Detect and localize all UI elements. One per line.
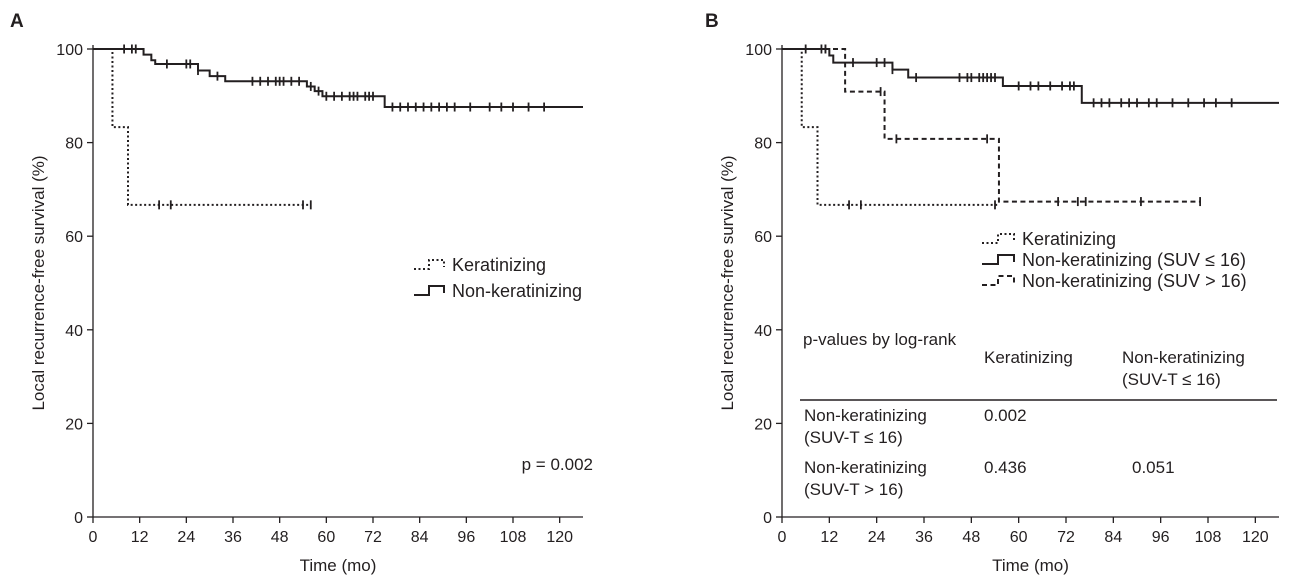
- x-tick-label: 48: [271, 529, 289, 546]
- p-value-annotation: p = 0.002: [522, 455, 593, 474]
- table-column-header: Keratinizing: [984, 348, 1073, 367]
- x-tick-label: 12: [131, 529, 149, 546]
- x-tick-label: 72: [364, 529, 382, 546]
- legend-label-2: Non-keratinizing (SUV > 16): [1022, 271, 1247, 291]
- x-tick-label: 36: [915, 529, 933, 546]
- y-tick-label: 0: [763, 510, 772, 527]
- series-line-2: [782, 48, 1201, 203]
- x-tick-label: 60: [317, 529, 335, 546]
- chart-panel-b: B 0 12 24 36 48 60 72 84 96 108 120 0 20 40 60 80 100 Time…: [705, 11, 1279, 575]
- table-row-label: Non-keratinizing: [804, 406, 927, 425]
- table-row-label: Non-keratinizing: [804, 458, 927, 477]
- panel-letter: B: [705, 11, 719, 32]
- legend-symbol-1: [414, 285, 445, 296]
- series-line-1: [782, 48, 1279, 104]
- legend-label-0: Keratinizing: [1022, 229, 1116, 249]
- y-tick-label: 20: [65, 416, 83, 433]
- y-tick-label: 100: [56, 42, 83, 59]
- x-tick-label: 48: [962, 529, 980, 546]
- x-axis-title: Time (mo): [992, 556, 1069, 575]
- x-tick-label: 96: [1152, 529, 1170, 546]
- table-cell: 0.436: [984, 458, 1027, 477]
- chart-panel-a: A 0 12 24 36 48 60 72 84 96 108 120 0 20 40 60 80 100 Time…: [10, 11, 593, 575]
- x-tick-label: 60: [1010, 529, 1028, 546]
- legend-label-0: Keratinizing: [452, 255, 546, 275]
- legend-label-1: Non-keratinizing: [452, 281, 582, 301]
- y-tick-label: 40: [65, 323, 83, 340]
- y-tick-label: 80: [65, 136, 83, 153]
- table-row-label: (SUV-T > 16): [804, 480, 903, 499]
- table-title: p-values by log-rank: [803, 330, 957, 349]
- y-tick-label: 60: [754, 229, 772, 246]
- legend-symbol-1: [982, 254, 1015, 265]
- legend-symbol-0: [982, 233, 1015, 244]
- x-tick-label: 36: [224, 529, 242, 546]
- y-tick-label: 0: [74, 510, 83, 527]
- series-line-0: [782, 48, 999, 206]
- panel-letter: A: [10, 11, 24, 32]
- x-tick-label: 0: [778, 529, 787, 546]
- y-tick-label: 100: [745, 42, 772, 59]
- table-column-header: (SUV-T ≤ 16): [1122, 370, 1221, 389]
- x-tick-label: 12: [820, 529, 838, 546]
- y-axis-title: Local recurrence-free survival (%): [29, 155, 48, 410]
- x-tick-label: 0: [89, 529, 98, 546]
- table-cell: 0.002: [984, 406, 1027, 425]
- x-tick-label: 108: [1195, 529, 1222, 546]
- x-tick-label: 84: [411, 529, 429, 546]
- table-row-label: (SUV-T ≤ 16): [804, 428, 903, 447]
- x-tick-label: 24: [868, 529, 886, 546]
- legend-label-1: Non-keratinizing (SUV ≤ 16): [1022, 250, 1246, 270]
- x-tick-label: 72: [1057, 529, 1075, 546]
- table-column-header: Non-keratinizing: [1122, 348, 1245, 367]
- y-tick-label: 60: [65, 229, 83, 246]
- series-line-0: [93, 48, 311, 206]
- x-tick-label: 120: [546, 529, 573, 546]
- table-cell: 0.051: [1132, 458, 1175, 477]
- y-tick-label: 40: [754, 323, 772, 340]
- x-tick-label: 108: [500, 529, 527, 546]
- y-tick-label: 20: [754, 416, 772, 433]
- y-tick-label: 80: [754, 136, 772, 153]
- x-tick-label: 96: [457, 529, 475, 546]
- x-tick-label: 84: [1104, 529, 1122, 546]
- x-axis-title: Time (mo): [300, 556, 377, 575]
- x-tick-label: 120: [1242, 529, 1269, 546]
- y-axis-title: Local recurrence-free survival (%): [718, 155, 737, 410]
- legend-symbol-2: [982, 275, 1015, 286]
- x-tick-label: 24: [177, 529, 195, 546]
- legend-symbol-0: [414, 259, 445, 270]
- series-line-1: [93, 48, 583, 109]
